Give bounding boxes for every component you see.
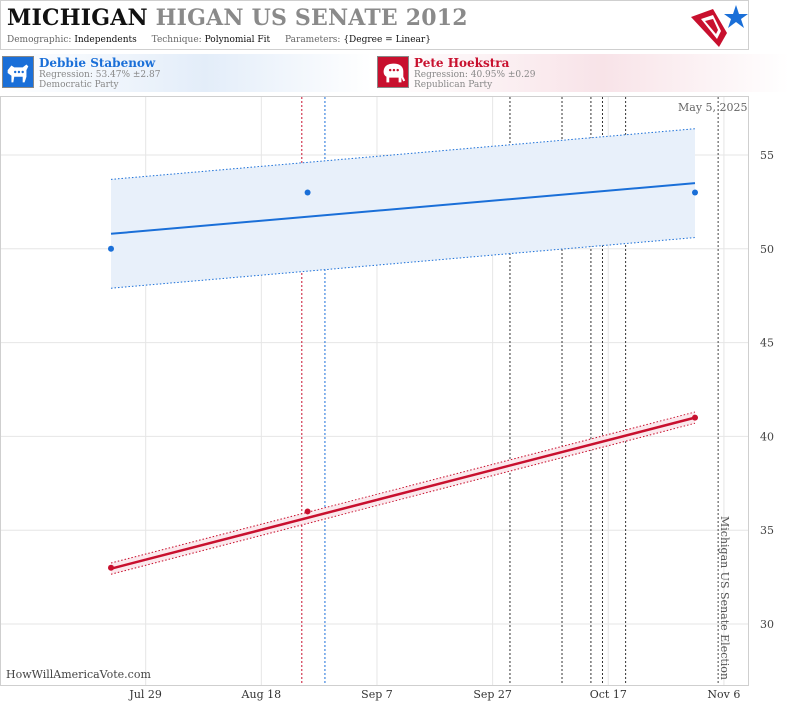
regression-line bbox=[110, 182, 696, 235]
poll-point bbox=[692, 414, 698, 421]
y-tick-label: 45 bbox=[760, 337, 774, 350]
x-tick-label: Jul 29 bbox=[128, 688, 162, 701]
poll-point bbox=[304, 189, 311, 196]
candidate-party: Republican Party bbox=[414, 80, 493, 90]
x-tick-label: Sep 27 bbox=[473, 688, 512, 701]
technique-value: Polynomial Fit bbox=[204, 35, 271, 45]
donkey-icon bbox=[2, 56, 34, 88]
parameters-value: {Degree = Linear} bbox=[343, 35, 431, 45]
poll-point bbox=[108, 245, 114, 252]
x-tick-label: Nov 6 bbox=[707, 688, 740, 701]
candidate-regression: Regression: 53.47% ±2.87 bbox=[39, 70, 161, 80]
candidate-card-republican: Pete Hoekstra Regression: 40.95% ±0.29 R… bbox=[375, 54, 789, 92]
x-tick-label: Oct 17 bbox=[590, 688, 627, 701]
candidate-party: Democratic Party bbox=[39, 80, 119, 90]
site-credit: HowWillAmericaVote.com bbox=[6, 668, 151, 681]
band-upper bbox=[110, 411, 696, 564]
date-stamp: May 5, 2025 bbox=[678, 101, 748, 114]
title-state: MICHIGAN bbox=[7, 5, 148, 31]
elephant-icon bbox=[377, 56, 409, 88]
election-label: Michigan US Senate Election bbox=[718, 516, 731, 680]
regression-line bbox=[110, 416, 696, 570]
candidate-regression: Regression: 40.95% ±0.29 bbox=[414, 70, 536, 80]
y-tick-label: 50 bbox=[760, 243, 774, 256]
x-tick-label: Aug 18 bbox=[241, 688, 282, 701]
technique-label: Technique: bbox=[151, 35, 202, 45]
chart-parameters: Demographic: Independents Technique: Pol… bbox=[7, 35, 443, 45]
page-title: MICHIGAN HIGAN US SENATE 2012 bbox=[7, 5, 468, 31]
demographic-label: Demographic: bbox=[7, 35, 72, 45]
y-tick-label: 55 bbox=[760, 149, 774, 162]
band-lower bbox=[110, 422, 696, 575]
chart-header: MICHIGAN HIGAN US SENATE 2012 Demographi… bbox=[0, 0, 749, 50]
y-tick-label: 35 bbox=[760, 524, 774, 537]
plot-frame bbox=[0, 96, 749, 686]
parameters-label: Parameters: bbox=[285, 35, 341, 45]
poll-point bbox=[304, 508, 311, 515]
candidate-name: Debbie Stabenow bbox=[39, 56, 156, 70]
site-logo bbox=[691, 5, 748, 47]
title-race: HIGAN US SENATE 2012 bbox=[155, 5, 468, 31]
y-tick-label: 40 bbox=[760, 430, 774, 443]
y-tick-label: 30 bbox=[760, 618, 774, 631]
poll-point bbox=[692, 189, 698, 196]
candidate-name: Pete Hoekstra bbox=[414, 56, 510, 70]
candidate-card-democrat: Debbie Stabenow Regression: 53.47% ±2.87… bbox=[0, 54, 372, 92]
x-tick-label: Sep 7 bbox=[361, 688, 393, 701]
demographic-value: Independents bbox=[74, 35, 137, 45]
poll-point bbox=[108, 564, 114, 571]
